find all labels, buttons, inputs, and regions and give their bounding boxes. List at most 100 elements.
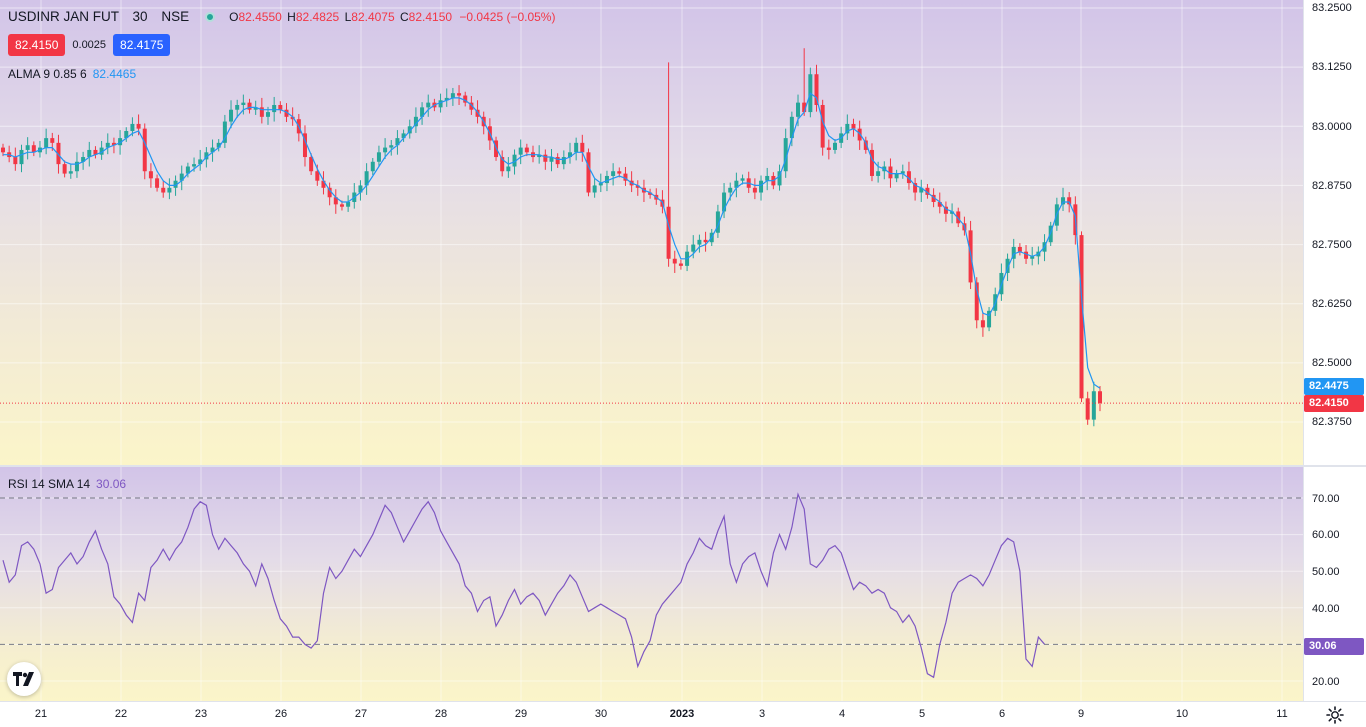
time-label: 30 xyxy=(594,708,608,720)
rsi-tick: 60.00 xyxy=(1312,529,1340,541)
candle-body xyxy=(426,102,431,108)
candle-body xyxy=(537,154,542,158)
candle-body xyxy=(309,157,314,172)
candle-body xyxy=(444,97,449,101)
candle-body xyxy=(376,152,381,162)
candle-body xyxy=(851,123,856,129)
candle-body xyxy=(919,187,924,193)
candle-body xyxy=(1091,391,1096,420)
candle-body xyxy=(167,187,172,193)
candle-body xyxy=(389,145,394,148)
tradingview-logo-icon[interactable] xyxy=(7,662,41,696)
candle-body xyxy=(500,157,505,172)
candle-body xyxy=(105,142,110,148)
candle-body xyxy=(789,116,794,139)
price-tick: 83.0000 xyxy=(1312,121,1352,133)
candle-body xyxy=(586,152,591,193)
candle-body xyxy=(395,138,400,146)
rsi-legend[interactable]: RSI 14 SMA 14 30.06 xyxy=(8,477,126,491)
candle-body xyxy=(876,171,881,176)
candle-body xyxy=(765,175,770,181)
low-label: L xyxy=(344,9,352,24)
candle-body xyxy=(728,187,733,193)
rsi-axis[interactable]: 70.00 60.00 50.00 40.00 20.00 30.06 xyxy=(1303,467,1366,701)
candle-body xyxy=(802,102,807,113)
candle-body xyxy=(956,211,961,224)
candle-body xyxy=(13,157,18,165)
candle-body xyxy=(925,187,930,195)
candle-body xyxy=(943,206,948,214)
low-value: 82.4075 xyxy=(351,9,395,24)
time-label: 23 xyxy=(194,708,208,720)
candle-body xyxy=(118,138,123,146)
candle-body xyxy=(229,109,234,122)
candle-body xyxy=(543,154,548,162)
candle-body xyxy=(438,100,443,108)
candle-body xyxy=(598,183,603,186)
candle-body xyxy=(407,126,412,134)
candle-body xyxy=(937,201,942,207)
buy-button[interactable]: 82.4175 xyxy=(113,34,171,56)
time-label: 3 xyxy=(758,708,766,720)
pane-separator[interactable] xyxy=(0,465,1366,467)
candle-body xyxy=(136,123,141,129)
rsi-pane[interactable]: RSI 14 SMA 14 30.06 xyxy=(0,467,1303,701)
candle-body xyxy=(740,178,745,181)
rsi-chart[interactable] xyxy=(0,467,1303,701)
candle-body xyxy=(518,147,523,155)
price-tick: 82.3750 xyxy=(1312,416,1352,428)
candle-body xyxy=(192,164,197,167)
candle-body xyxy=(185,166,190,174)
alma-line xyxy=(3,92,1101,389)
candle-body xyxy=(783,138,788,172)
candle-body xyxy=(863,140,868,150)
last-price-tag: 82.4150 xyxy=(1304,395,1364,412)
price-tick: 82.6250 xyxy=(1312,298,1352,310)
close-label: C xyxy=(400,9,409,24)
change-value: −0.0425 (−0.05%) xyxy=(459,9,556,24)
candle-body xyxy=(457,93,462,96)
candle-body xyxy=(777,171,782,186)
candle-body xyxy=(555,157,560,165)
market-status-icon[interactable] xyxy=(205,11,216,22)
time-axis[interactable]: 21 22 23 26 27 28 29 30 2023 3 4 5 6 9 1… xyxy=(0,701,1366,727)
symbol-title[interactable]: USDINR JAN FUT 30 NSE xyxy=(8,9,189,24)
candle-body xyxy=(820,104,825,148)
candle-body xyxy=(333,197,338,205)
alma-label: ALMA 9 0.85 6 xyxy=(8,67,87,81)
settings-gear-icon[interactable] xyxy=(1325,705,1345,725)
candle-body xyxy=(894,173,899,179)
candle-body xyxy=(302,133,307,158)
candle-body xyxy=(74,161,79,172)
candle-body xyxy=(604,175,609,184)
candle-body xyxy=(845,123,850,134)
candle-body xyxy=(315,171,320,181)
candle-body xyxy=(87,149,92,158)
interval-label: 30 xyxy=(132,9,148,24)
candle-body xyxy=(814,74,819,105)
sell-button[interactable]: 82.4150 xyxy=(8,34,66,56)
candle-body xyxy=(62,164,67,174)
candle-body xyxy=(413,116,418,127)
alma-legend[interactable]: ALMA 9 0.85 6 82.4465 xyxy=(8,67,136,81)
candle-body xyxy=(93,149,98,155)
high-value: 82.4825 xyxy=(295,9,340,24)
price-chart[interactable] xyxy=(0,0,1303,465)
candle-body xyxy=(364,171,369,186)
candle-body xyxy=(370,161,375,172)
candle-body xyxy=(1079,235,1084,399)
time-label: 29 xyxy=(514,708,528,720)
price-pane[interactable]: USDINR JAN FUT 30 NSE O82.4550 H82.4825 … xyxy=(0,0,1303,465)
candle-body xyxy=(648,192,653,195)
candle-body xyxy=(198,159,203,165)
candle-body xyxy=(247,102,252,110)
price-axis[interactable]: 83.2500 83.1250 83.0000 82.8750 82.7500 … xyxy=(1303,0,1366,465)
time-label: 5 xyxy=(918,708,926,720)
candle-body xyxy=(124,131,129,139)
time-label: 4 xyxy=(838,708,846,720)
candle-body xyxy=(253,107,258,110)
candle-body xyxy=(173,180,178,188)
candle-body xyxy=(524,147,529,153)
candle-body xyxy=(580,142,585,153)
candle-body xyxy=(50,138,55,143)
